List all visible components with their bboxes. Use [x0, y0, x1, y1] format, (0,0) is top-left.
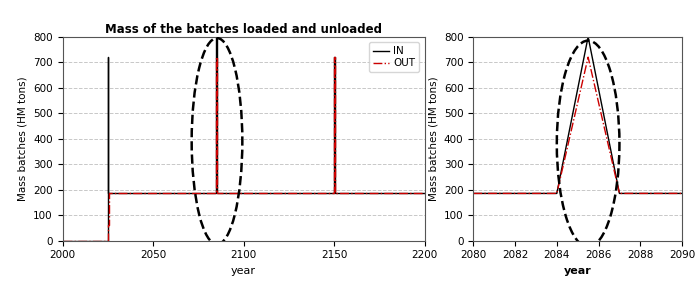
IN — [420, 192, 429, 195]
OUT — [213, 55, 221, 59]
IN — [213, 192, 221, 195]
IN — [104, 55, 112, 59]
IN — [212, 35, 221, 38]
OUT — [332, 192, 340, 195]
IN — [330, 55, 338, 59]
IN — [332, 192, 340, 195]
OUT — [214, 192, 223, 195]
IN — [214, 192, 223, 195]
IN — [104, 55, 113, 59]
Y-axis label: Mass batches (HM tons): Mass batches (HM tons) — [428, 76, 438, 201]
IN — [104, 239, 112, 242]
IN — [213, 35, 221, 38]
Line: OUT: OUT — [63, 57, 425, 241]
OUT — [104, 239, 112, 242]
OUT — [331, 192, 339, 195]
OUT — [104, 192, 113, 195]
X-axis label: year: year — [231, 266, 256, 276]
OUT — [330, 192, 338, 195]
Line: IN: IN — [63, 37, 425, 241]
OUT — [58, 239, 67, 242]
IN — [58, 239, 67, 242]
IN — [212, 192, 221, 195]
OUT — [331, 55, 339, 59]
IN — [214, 192, 223, 195]
X-axis label: year: year — [564, 266, 592, 276]
IN — [331, 192, 339, 195]
IN — [332, 192, 340, 195]
IN — [104, 192, 113, 195]
Title: Mass of the batches loaded and unloaded: Mass of the batches loaded and unloaded — [105, 23, 382, 36]
OUT — [420, 192, 429, 195]
Legend: IN, OUT: IN, OUT — [369, 42, 420, 72]
OUT — [104, 224, 112, 227]
OUT — [213, 192, 221, 195]
OUT — [104, 224, 113, 227]
OUT — [330, 55, 338, 59]
OUT — [212, 192, 221, 195]
OUT — [214, 192, 223, 195]
Y-axis label: Mass batches (HM tons): Mass batches (HM tons) — [17, 76, 28, 201]
OUT — [212, 55, 221, 59]
OUT — [332, 192, 340, 195]
IN — [330, 192, 338, 195]
IN — [331, 55, 339, 59]
